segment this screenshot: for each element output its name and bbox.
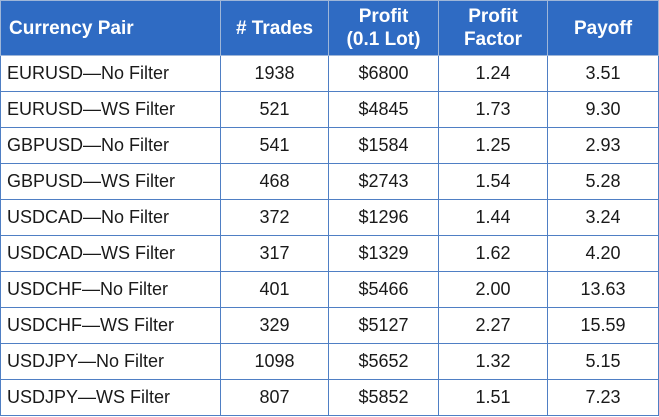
cell-payoff: 7.23	[547, 379, 659, 416]
cell-profit: $5852	[328, 379, 439, 416]
cell-trades: 541	[220, 127, 329, 164]
cell-currency-pair: USDCAD—No Filter	[0, 199, 221, 236]
table-header: Currency Pair # Trades Profit (0.1 Lot) …	[0, 0, 659, 56]
cell-currency-pair: EURUSD—WS Filter	[0, 91, 221, 128]
cell-profit-factor: 2.27	[438, 307, 548, 344]
header-trades: # Trades	[220, 0, 329, 56]
cell-profit-factor: 1.44	[438, 199, 548, 236]
cell-currency-pair: GBPUSD—No Filter	[0, 127, 221, 164]
cell-currency-pair: GBPUSD—WS Filter	[0, 163, 221, 200]
cell-profit-factor: 1.54	[438, 163, 548, 200]
cell-payoff: 5.15	[547, 343, 659, 380]
cell-profit: $1329	[328, 235, 439, 272]
cell-payoff: 9.30	[547, 91, 659, 128]
header-factor-line1: Profit	[468, 6, 518, 27]
table-row: EURUSD—WS Filter 521 $4845 1.73 9.30	[0, 91, 659, 128]
cell-profit-factor: 1.24	[438, 55, 548, 92]
cell-payoff: 13.63	[547, 271, 659, 308]
cell-currency-pair: USDJPY—WS Filter	[0, 379, 221, 416]
cell-trades: 329	[220, 307, 329, 344]
header-currency-pair: Currency Pair	[0, 0, 221, 56]
header-profit-factor: Profit Factor	[438, 0, 548, 56]
cell-trades: 372	[220, 199, 329, 236]
header-row: Currency Pair # Trades Profit (0.1 Lot) …	[0, 0, 659, 56]
cell-trades: 401	[220, 271, 329, 308]
cell-profit: $1296	[328, 199, 439, 236]
table-row: GBPUSD—WS Filter 468 $2743 1.54 5.28	[0, 163, 659, 200]
cell-payoff: 2.93	[547, 127, 659, 164]
cell-profit-factor: 1.73	[438, 91, 548, 128]
header-factor-line2: Factor	[463, 29, 523, 50]
cell-profit: $5652	[328, 343, 439, 380]
table-row: USDJPY—WS Filter 807 $5852 1.51 7.23	[0, 379, 659, 416]
table-row: USDCAD—WS Filter 317 $1329 1.62 4.20	[0, 235, 659, 272]
table-row: USDCHF—WS Filter 329 $5127 2.27 15.59	[0, 307, 659, 344]
cell-trades: 1938	[220, 55, 329, 92]
cell-profit: $6800	[328, 55, 439, 92]
table-row: USDJPY—No Filter 1098 $5652 1.32 5.15	[0, 343, 659, 380]
table-row: USDCAD—No Filter 372 $1296 1.44 3.24	[0, 199, 659, 236]
cell-currency-pair: USDJPY—No Filter	[0, 343, 221, 380]
cell-payoff: 5.28	[547, 163, 659, 200]
table-row: USDCHF—No Filter 401 $5466 2.00 13.63	[0, 271, 659, 308]
header-payoff: Payoff	[547, 0, 659, 56]
cell-payoff: 3.24	[547, 199, 659, 236]
header-profit-line2: (0.1 Lot)	[346, 29, 421, 50]
table-row: GBPUSD—No Filter 541 $1584 1.25 2.93	[0, 127, 659, 164]
table-row: EURUSD—No Filter 1938 $6800 1.24 3.51	[0, 55, 659, 92]
cell-profit: $1584	[328, 127, 439, 164]
header-profit: Profit (0.1 Lot)	[328, 0, 439, 56]
cell-profit-factor: 1.62	[438, 235, 548, 272]
cell-currency-pair: USDCHF—No Filter	[0, 271, 221, 308]
cell-profit-factor: 1.32	[438, 343, 548, 380]
cell-profit: $5127	[328, 307, 439, 344]
cell-currency-pair: USDCAD—WS Filter	[0, 235, 221, 272]
table-body: EURUSD—No Filter 1938 $6800 1.24 3.51 EURUSD—…	[0, 55, 659, 416]
cell-trades: 468	[220, 163, 329, 200]
cell-trades: 807	[220, 379, 329, 416]
cell-profit: $5466	[328, 271, 439, 308]
header-profit-line1: Profit	[358, 6, 409, 27]
cell-trades: 1098	[220, 343, 329, 380]
cell-profit: $4845	[328, 91, 439, 128]
cell-currency-pair: EURUSD—No Filter	[0, 55, 221, 92]
cell-currency-pair: USDCHF—WS Filter	[0, 307, 221, 344]
cell-trades: 317	[220, 235, 329, 272]
cell-payoff: 15.59	[547, 307, 659, 344]
cell-trades: 521	[220, 91, 329, 128]
cell-profit-factor: 2.00	[438, 271, 548, 308]
cell-profit-factor: 1.51	[438, 379, 548, 416]
cell-profit-factor: 1.25	[438, 127, 548, 164]
cell-payoff: 3.51	[547, 55, 659, 92]
cell-profit: $2743	[328, 163, 439, 200]
cell-payoff: 4.20	[547, 235, 659, 272]
